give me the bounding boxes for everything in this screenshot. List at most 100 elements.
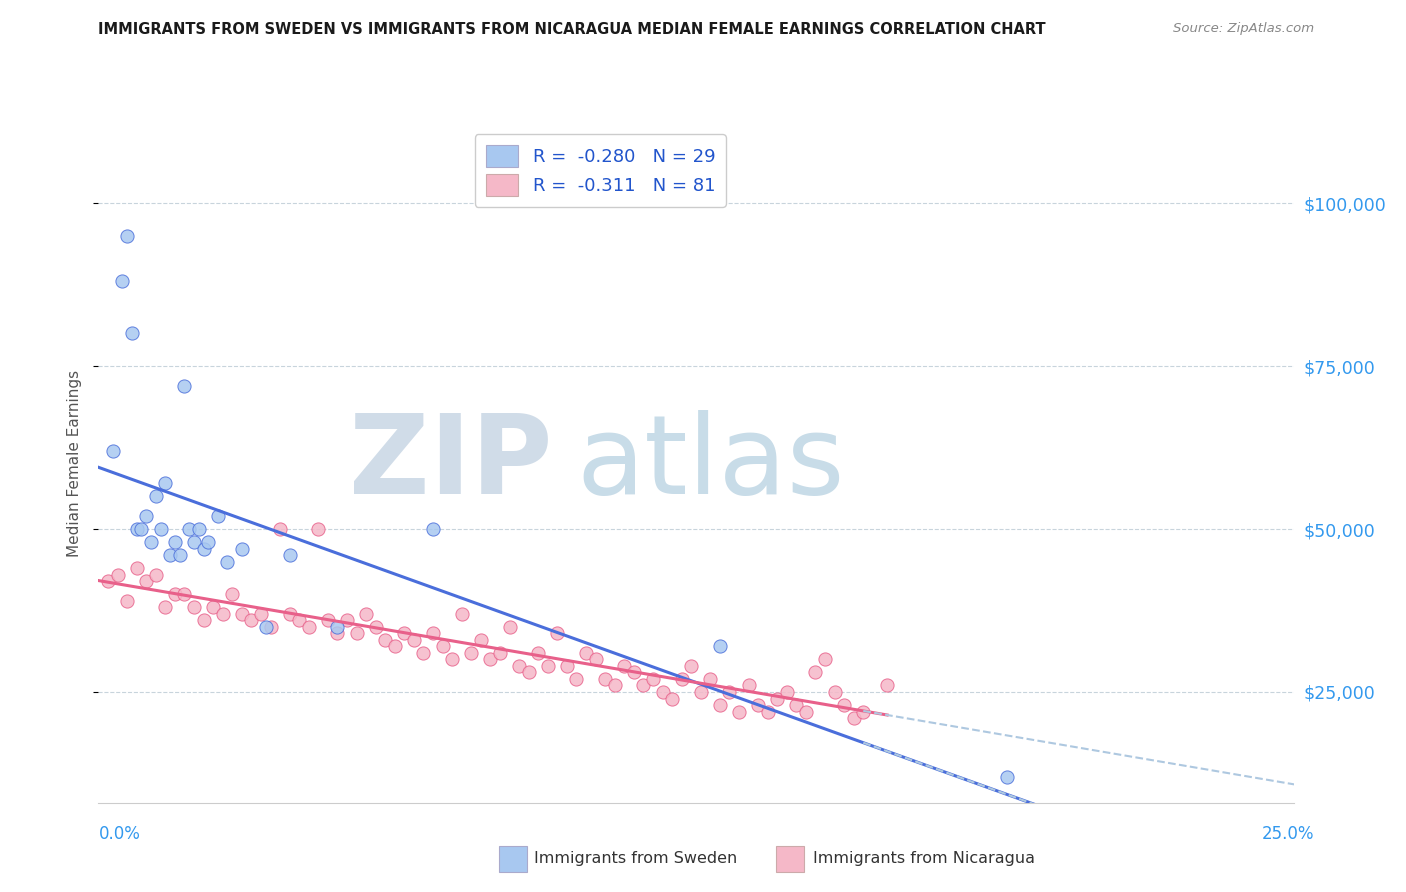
Point: [832, 698, 855, 712]
Point: [422, 626, 444, 640]
Point: [441, 652, 464, 666]
Point: [326, 626, 349, 640]
Point: [159, 548, 181, 562]
Point: [183, 600, 205, 615]
Point: [718, 685, 741, 699]
Point: [250, 607, 273, 621]
Point: [842, 711, 865, 725]
Point: [671, 672, 693, 686]
Point: [278, 548, 301, 562]
Point: [641, 672, 664, 686]
Point: [785, 698, 807, 712]
Point: [316, 613, 339, 627]
Point: [814, 652, 837, 666]
Point: [852, 705, 875, 719]
Point: [169, 548, 191, 562]
Point: [298, 620, 321, 634]
Point: [111, 274, 134, 288]
Point: [517, 665, 540, 680]
Point: [450, 607, 472, 621]
Text: atlas: atlas: [576, 410, 845, 517]
Point: [101, 443, 124, 458]
Point: [394, 626, 416, 640]
Point: [575, 646, 598, 660]
Point: [555, 659, 578, 673]
Point: [603, 678, 626, 692]
Point: [422, 522, 444, 536]
Point: [139, 535, 162, 549]
Point: [776, 685, 799, 699]
Point: [202, 600, 225, 615]
Point: [651, 685, 673, 699]
Point: [193, 613, 215, 627]
Point: [747, 698, 769, 712]
Point: [221, 587, 243, 601]
Point: [995, 770, 1018, 784]
Point: [125, 522, 148, 536]
Point: [155, 600, 177, 615]
Point: [699, 672, 721, 686]
Point: [709, 640, 731, 654]
Point: [183, 535, 205, 549]
Point: [766, 691, 789, 706]
Point: [824, 685, 846, 699]
Point: [508, 659, 530, 673]
Point: [794, 705, 817, 719]
Point: [259, 620, 281, 634]
Point: [193, 541, 215, 556]
Point: [374, 632, 396, 647]
Point: [470, 632, 492, 647]
Point: [681, 659, 703, 673]
Point: [97, 574, 120, 589]
Point: [278, 607, 301, 621]
Point: [737, 678, 759, 692]
Point: [585, 652, 607, 666]
Point: [498, 620, 520, 634]
Point: [217, 555, 239, 569]
Point: [709, 698, 731, 712]
Point: [479, 652, 502, 666]
Point: [593, 672, 616, 686]
Point: [460, 646, 482, 660]
Point: [288, 613, 311, 627]
Point: [689, 685, 711, 699]
Point: [402, 632, 425, 647]
Point: [489, 646, 512, 660]
Point: [135, 574, 157, 589]
Point: [269, 522, 291, 536]
Point: [728, 705, 751, 719]
Point: [135, 508, 157, 523]
Point: [537, 659, 560, 673]
Point: [756, 705, 779, 719]
Point: [661, 691, 683, 706]
Point: [163, 535, 186, 549]
Point: [231, 607, 253, 621]
Point: [149, 522, 172, 536]
Point: [412, 646, 434, 660]
Point: [240, 613, 263, 627]
Point: [565, 672, 588, 686]
Point: [163, 587, 186, 601]
FancyBboxPatch shape: [776, 846, 804, 872]
Text: ZIP: ZIP: [349, 410, 553, 517]
FancyBboxPatch shape: [499, 846, 527, 872]
Point: [354, 607, 377, 621]
Point: [432, 640, 454, 654]
Legend: R =  -0.280   N = 29, R =  -0.311   N = 81: R = -0.280 N = 29, R = -0.311 N = 81: [475, 134, 725, 207]
Text: Immigrants from Sweden: Immigrants from Sweden: [534, 852, 738, 866]
Point: [187, 522, 209, 536]
Text: IMMIGRANTS FROM SWEDEN VS IMMIGRANTS FROM NICARAGUA MEDIAN FEMALE EARNINGS CORRE: IMMIGRANTS FROM SWEDEN VS IMMIGRANTS FRO…: [98, 22, 1046, 37]
Point: [876, 678, 898, 692]
Text: Immigrants from Nicaragua: Immigrants from Nicaragua: [813, 852, 1035, 866]
Point: [125, 561, 148, 575]
Point: [346, 626, 368, 640]
Point: [115, 228, 138, 243]
Point: [107, 567, 129, 582]
Point: [145, 567, 167, 582]
Point: [804, 665, 827, 680]
Point: [145, 490, 167, 504]
Point: [179, 522, 201, 536]
Point: [207, 508, 229, 523]
Text: Source: ZipAtlas.com: Source: ZipAtlas.com: [1174, 22, 1315, 36]
Point: [307, 522, 329, 536]
